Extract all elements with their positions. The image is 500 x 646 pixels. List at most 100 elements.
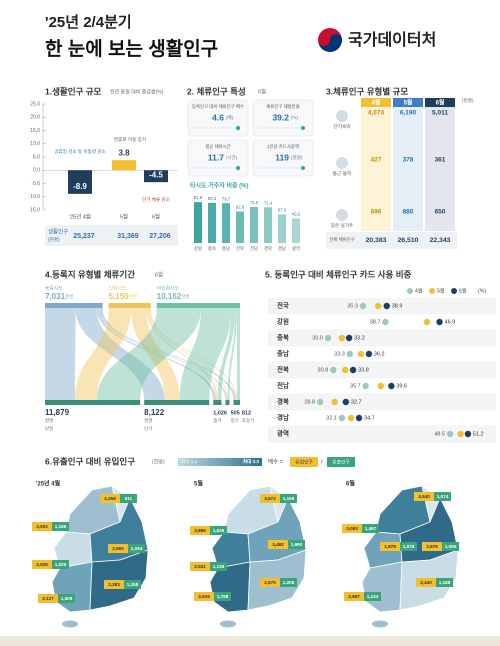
dot [355, 414, 363, 422]
column [264, 207, 272, 243]
data-label: 35.3 [347, 303, 358, 309]
data-label: 36.2 [374, 351, 385, 357]
dot [457, 430, 464, 438]
node-name: 중기 [213, 417, 221, 424]
data-label: 33.3 [334, 351, 345, 357]
dot [388, 382, 395, 390]
unit: (%) [478, 288, 486, 294]
dot [377, 382, 384, 390]
node-value: 5,150천명 [109, 292, 137, 301]
row-label: 경북 [277, 397, 289, 406]
outflow-box [210, 562, 227, 571]
x-tick-label: 광역 [292, 245, 300, 252]
legend-dot [429, 288, 435, 294]
flow [45, 308, 76, 400]
legend-label: 최소 1.4 [181, 458, 198, 465]
node-name: 인접시도 [109, 284, 127, 291]
cell: 378 [403, 157, 414, 164]
outflow-value: 1,188 [439, 580, 451, 585]
row-band [45, 225, 178, 246]
outflow-value: 1,199 [283, 496, 295, 501]
column [194, 202, 202, 243]
node-value: 8,122 [144, 408, 165, 417]
target-node [144, 400, 210, 405]
data-label: -8.9 [73, 182, 87, 191]
row-icon [336, 157, 348, 169]
row-label: 전북 [277, 365, 289, 374]
y-tick-label: 20.0 [30, 115, 40, 121]
outflow-value: 1,169 [55, 524, 67, 529]
row-unit: (천명) [48, 236, 60, 242]
inflow-value: 2,660 [112, 546, 124, 551]
legend-inflow [290, 457, 318, 467]
flow [74, 308, 132, 400]
outflow-box [280, 494, 297, 503]
inflow-value: 3,540 [418, 494, 430, 499]
bar [68, 170, 92, 194]
legend-label: 4월 [415, 286, 423, 294]
card-label: 등록인구 대비 체류인구 배수 [192, 103, 244, 110]
column-header: 6월 [436, 99, 445, 107]
dot [374, 302, 382, 310]
flow [217, 308, 236, 400]
data-label: 33.8 [358, 367, 369, 373]
inflow-value: 3,002 [36, 524, 48, 529]
bar [144, 170, 168, 183]
cell: 361 [435, 157, 446, 164]
x-tick-label: 전북 [236, 245, 244, 252]
map-island [372, 620, 388, 628]
card [252, 139, 314, 177]
data-label: 48.5 [434, 431, 445, 437]
node-value: 7,031천명 [45, 292, 73, 301]
map-island [62, 620, 78, 628]
outflow-value: 1,798 [217, 594, 229, 599]
unit: (천명) [152, 458, 165, 465]
month-head [361, 98, 391, 107]
inflow-box [190, 526, 210, 535]
outflow-value: 1,139 [213, 564, 225, 569]
legend-label: 최대 3.3 [243, 458, 260, 465]
row-label: 충남 [277, 349, 289, 358]
inflow-box [422, 542, 442, 551]
data-label: 57.3 [278, 207, 287, 212]
inflow-value: 2,440 [420, 580, 432, 585]
outflow-value: 1,208 [283, 580, 295, 585]
flow [96, 308, 216, 400]
inflow-box [38, 594, 58, 603]
row-label: 전국 [277, 301, 289, 310]
inflow-value: 2,283 [108, 582, 120, 587]
outflow-value: 1,194 [131, 546, 143, 551]
logo-swirl-blue [330, 34, 342, 46]
section-title: 1.생활인구 규모 [45, 86, 102, 96]
card-unit: (천원) [291, 154, 303, 160]
card-dot [236, 126, 240, 130]
y-tick-label: 0.0 [33, 168, 40, 174]
legend-label: 배수 = [268, 457, 283, 465]
row-label: 생활인구 [48, 227, 68, 235]
inflow-box [344, 592, 364, 601]
outflow-box [214, 592, 231, 601]
dot [330, 366, 337, 374]
card-label: 1인당 카드사용액 [267, 143, 299, 150]
card-value: 11.7 [208, 152, 224, 162]
row-label: 단기숙박 [334, 123, 352, 130]
outflow-value: 1,234 [367, 594, 379, 599]
x-tick-label: '25년 4월 [69, 212, 91, 220]
row-label: 잦은 실거주 [331, 222, 353, 229]
x-tick-label: 5월 [120, 212, 128, 220]
outflow-value: 1,158 [127, 582, 139, 587]
section-title: 5. 등록인구 대비 체류인구 카드 사용 비중 [265, 269, 412, 279]
data-label: 38.9 [392, 303, 403, 309]
outflow-value: 1,025 [55, 562, 67, 567]
column [208, 202, 216, 243]
outflow-value: 1,467 [365, 526, 377, 531]
row-cell: 25,237 [73, 233, 95, 240]
legend-label: 6월 [459, 286, 467, 294]
inflow-value: 3,896 [194, 528, 206, 533]
footer-strip [0, 636, 500, 646]
section-title: 4.등록지 유형별 체류기간 [45, 269, 135, 279]
outflow-value: 611 [125, 496, 133, 501]
card-unit: (시간) [226, 154, 238, 160]
row-band [268, 298, 496, 314]
cell: 650 [435, 209, 446, 216]
